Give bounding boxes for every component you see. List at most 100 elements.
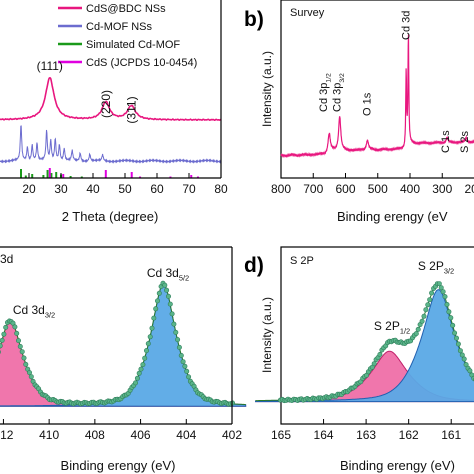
fit-components-d [255, 289, 474, 403]
data-point [452, 330, 458, 336]
data-point [175, 337, 181, 343]
data-point [151, 315, 157, 321]
annotations-a: (111) (220) (311) [37, 59, 139, 124]
data-point [377, 351, 383, 357]
data-point [28, 374, 34, 380]
data-point [156, 290, 162, 296]
o1s-label: O 1s [361, 92, 373, 116]
tick-a-label: 70 [182, 182, 196, 196]
legend-label: CdS (JCPDS 10-0454) [86, 57, 197, 69]
chart-title-c: 3d [0, 252, 13, 266]
cd-mof-curve [0, 125, 222, 164]
annotations-b: Cd 3p1/2Cd 3p3/2 O 1s Cd 3d C 1s S 2s [318, 11, 471, 153]
data-point [1, 331, 7, 337]
tick-a-label: 80 [214, 182, 228, 196]
tick-d-label: 165 [271, 428, 291, 442]
data-point [14, 330, 20, 336]
data-point [457, 348, 463, 354]
data-point [133, 380, 139, 386]
chart-title-d: S 2P [290, 255, 314, 267]
data-point [0, 350, 1, 354]
data-point [140, 362, 146, 368]
peak-label-311: (311) [124, 96, 138, 123]
tick-b-label: 600 [335, 182, 355, 196]
data-point [169, 311, 175, 317]
tick-a-label: 50 [118, 182, 132, 196]
fit-component [0, 320, 247, 407]
data-point [186, 374, 192, 380]
data-point [419, 318, 425, 324]
data-points-c [0, 280, 236, 407]
data-point [178, 352, 184, 358]
tick-d-label: 162 [399, 428, 419, 442]
survey-curve [280, 34, 474, 159]
data-point [448, 315, 454, 321]
panel-d: d) S 2P S 2P1/2 S 2P3/2 165 164 163 162 161 I… [244, 246, 474, 473]
data-point [0, 343, 3, 349]
peak-label-220: (220) [99, 90, 113, 118]
data-point [3, 324, 9, 330]
data-point [19, 349, 25, 355]
panel-a: CdS@BDC NSs Cd-MOF NSs Simulated Cd-MOF CdS… [0, 0, 228, 224]
peak-label-111: (111) [37, 59, 63, 73]
tick-a-label: 60 [150, 182, 164, 196]
data-point [0, 337, 5, 343]
cd3p32-label: Cd 3p3/2 [332, 73, 346, 112]
data-point [423, 307, 429, 313]
tick-c-label: 406 [131, 428, 151, 442]
tick-d-label: 164 [314, 428, 334, 442]
data-point [166, 293, 172, 299]
data-point [440, 289, 446, 295]
data-point [144, 348, 150, 354]
plot-frame-b [280, 0, 474, 179]
data-point [421, 313, 427, 319]
tick-b-label: 300 [432, 182, 452, 196]
legend-label: CdS@BDC NSs [86, 3, 166, 15]
data-point [17, 343, 23, 349]
data-point [142, 355, 148, 361]
x-ticks-a: 20 30 40 50 60 70 80 [22, 173, 228, 196]
cd3d-label: Cd 3d [400, 11, 412, 40]
data-point [134, 375, 140, 381]
tick-b-label: 400 [400, 182, 420, 196]
plot-frame-d [280, 246, 474, 425]
data-point [155, 298, 161, 304]
data-point [171, 321, 177, 327]
data-point [173, 329, 179, 335]
data-point [184, 368, 190, 374]
data-point [12, 324, 18, 330]
data-point [26, 370, 32, 376]
data-point [145, 341, 151, 347]
cd3d52-label: Cd 3d5/2 [147, 266, 189, 283]
data-point [444, 301, 450, 307]
data-point [455, 341, 461, 347]
x-ticks-b: 800 700 600 500 400 300 200 [271, 173, 474, 196]
tick-c-label: 410 [39, 428, 59, 442]
data-point [21, 355, 27, 361]
data-point [446, 309, 452, 315]
tick-a-label: 20 [22, 182, 36, 196]
tick-b-label: 800 [271, 182, 291, 196]
tick-b-label: 500 [368, 182, 388, 196]
panel-c: 3d Cd 3d3/2 Cd 3d5/2 412 410 408 406 404 402 B… [0, 246, 247, 473]
x-axis-label-a: 2 Theta (degree) [62, 209, 159, 224]
data-point [167, 301, 173, 307]
tick-c-label: 402 [222, 428, 242, 442]
tick-b-label: 200 [464, 182, 474, 196]
annotations-c: Cd 3d3/2 Cd 3d5/2 [13, 266, 189, 320]
y-axis-label-b: Intensity (a.u.) [260, 51, 274, 127]
chart-title-b: Survey [290, 7, 325, 19]
data-point [180, 359, 186, 365]
data-point [147, 334, 153, 340]
cd3d32-label: Cd 3d3/2 [13, 303, 55, 320]
panel-letter-d: d) [244, 254, 264, 277]
tick-d-label: 161 [441, 428, 461, 442]
data-point [467, 368, 473, 374]
s2p32-label: S 2P3/2 [418, 259, 454, 276]
data-point [436, 281, 442, 287]
x-axis-label-d: Binding erengy (eV) [340, 458, 455, 473]
c1s-label: C 1s [440, 130, 452, 153]
y-axis-label-d: Intensity (a.u.) [260, 297, 274, 373]
x-axis-label-c: Binding erengy (eV) [61, 458, 176, 473]
